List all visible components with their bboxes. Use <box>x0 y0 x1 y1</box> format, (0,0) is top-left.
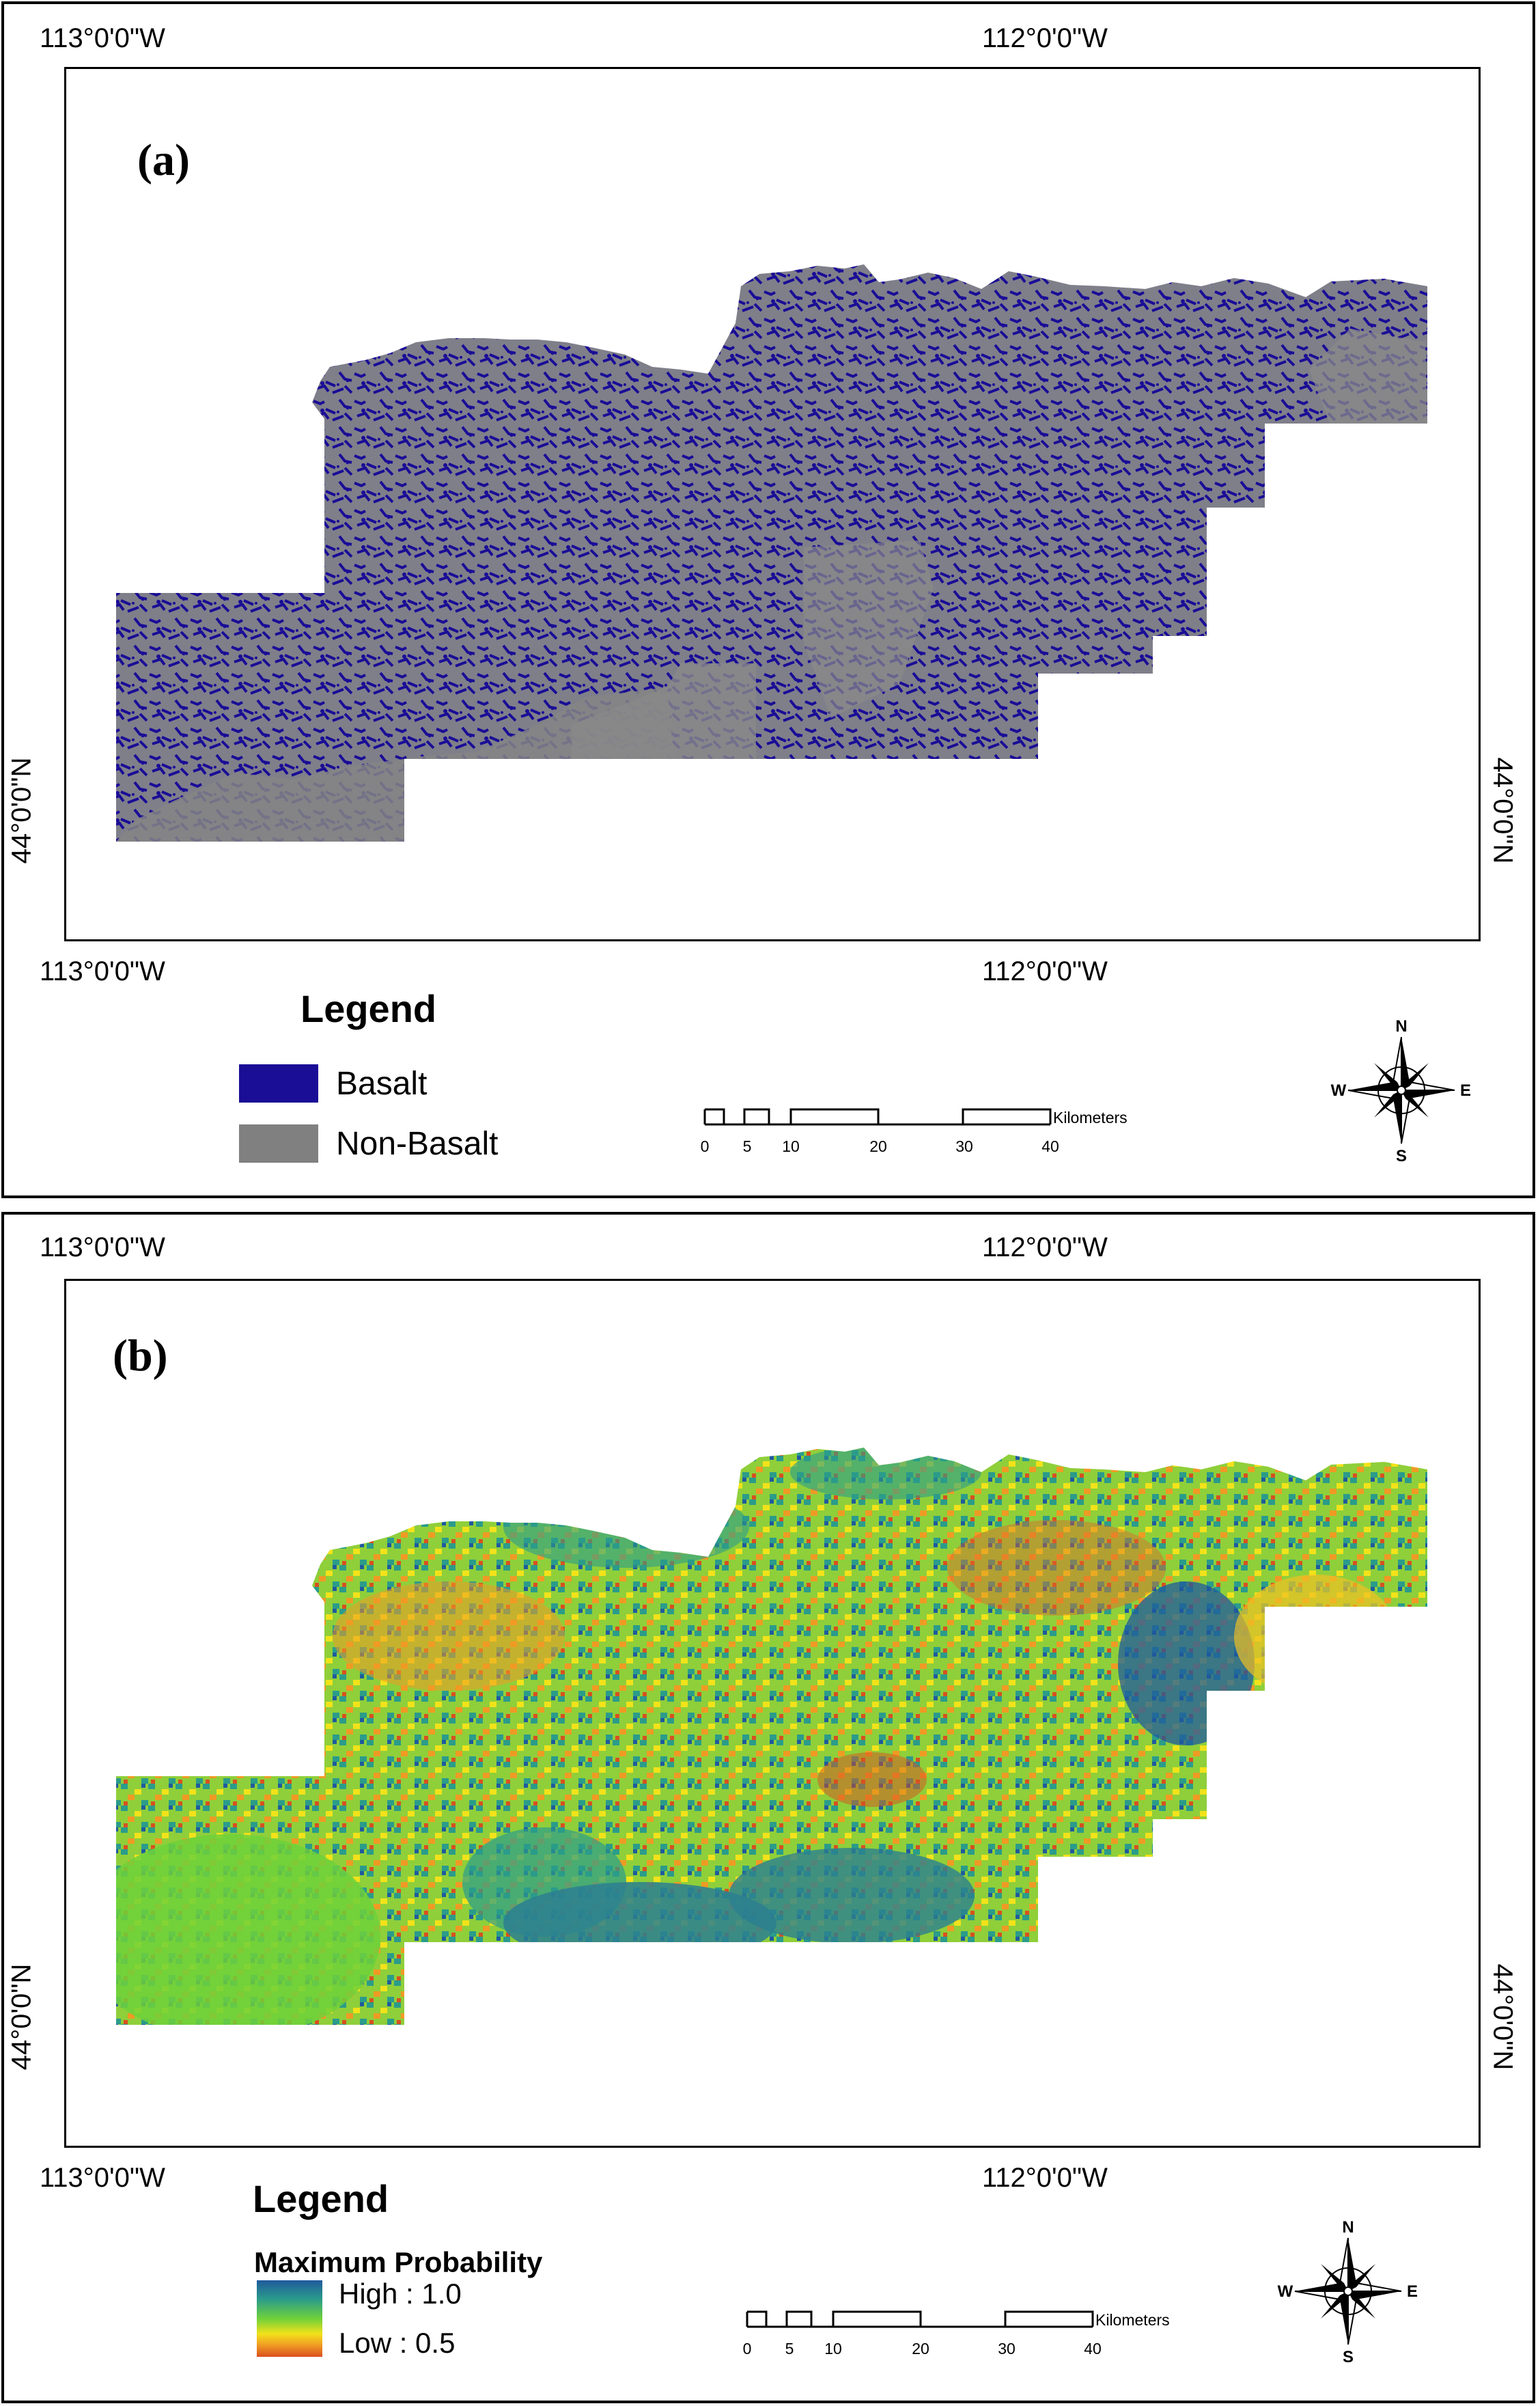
legend-title: Legend <box>300 987 437 1030</box>
scale-tick: 30 <box>955 1137 973 1155</box>
compass-north: N <box>1395 1017 1407 1036</box>
scale-tick: 40 <box>1084 2340 1102 2357</box>
scale-tick: 40 <box>1041 1137 1059 1155</box>
legend-item-basalt: Basalt <box>239 1064 427 1103</box>
scale-tick: 10 <box>782 1137 800 1155</box>
basalt-classification-map <box>116 264 1427 842</box>
longitude-label-bottom-right: 112°0'0"W <box>982 956 1108 986</box>
longitude-label-bottom-right: 112°0'0"W <box>982 2163 1108 2193</box>
scale-unit: Kilometers <box>1095 2311 1170 2329</box>
legend-label-non-basalt: Non-Basalt <box>336 1125 499 1162</box>
scale-tick: 20 <box>912 2340 929 2357</box>
legend-subtitle: Maximum Probability <box>254 2246 543 2278</box>
latitude-label-right: 44°0'0"N <box>1487 757 1518 864</box>
latitude-label-right: 44°0'0"N <box>1487 1963 1518 2071</box>
legend-swatch-non-basalt <box>239 1124 318 1163</box>
panel-label-b: (b) <box>113 1331 168 1381</box>
scale-bar-a: 0 5 10 20 30 40 Kilometers <box>701 1108 1128 1155</box>
legend-swatch-basalt <box>239 1064 318 1103</box>
scale-tick: 5 <box>785 2340 794 2357</box>
compass-north: N <box>1342 2218 1354 2237</box>
longitude-label-bottom-left: 113°0'0"W <box>40 956 165 986</box>
legend-color-ramp <box>257 2280 322 2357</box>
scale-bar-b: 0 5 10 20 30 40 Kilometers <box>743 2310 1170 2357</box>
scale-unit: Kilometers <box>1053 1109 1128 1126</box>
legend-high-label: High : 1.0 <box>339 2278 462 2310</box>
compass-west: W <box>1331 1081 1347 1100</box>
legend-item-non-basalt: Non-Basalt <box>239 1124 498 1163</box>
scale-tick: 5 <box>743 1137 752 1155</box>
scale-tick: 20 <box>869 1137 887 1155</box>
compass-east: E <box>1407 2282 1418 2301</box>
scale-tick: 0 <box>701 1137 710 1155</box>
legend-title: Legend <box>253 2177 389 2220</box>
panel-label-a: (a) <box>137 135 190 185</box>
legend-label-basalt: Basalt <box>336 1065 428 1102</box>
non-basalt-zone <box>116 687 674 842</box>
map-frame-a: (a) <box>64 67 1481 941</box>
non-basalt-zone <box>804 540 934 718</box>
longitude-label-bottom-left: 113°0'0"W <box>40 2163 165 2193</box>
non-basalt-zone <box>1309 329 1427 424</box>
map-frame-b: (b) <box>64 1279 1481 2148</box>
non-basalt-zone <box>572 663 756 759</box>
latitude-label-left: 44°0'0"N <box>6 1963 37 2071</box>
scale-tick: 0 <box>743 2340 752 2357</box>
compass-south: S <box>1396 1147 1407 1164</box>
legend-low-label: Low : 0.5 <box>339 2327 456 2359</box>
scale-tick: 30 <box>998 2340 1016 2357</box>
longitude-label-top-right: 112°0'0"W <box>982 23 1108 53</box>
north-arrow-icon: N S E W <box>1278 2218 1418 2365</box>
longitude-label-top-right: 112°0'0"W <box>982 1232 1108 1262</box>
compass-west: W <box>1278 2282 1293 2301</box>
map-panel-a: 113°0'0"W 112°0'0"W 44°0'0"N 44°0'0"N (a… <box>1 1 1535 1198</box>
longitude-label-top-left: 113°0'0"W <box>40 1232 165 1262</box>
latitude-label-left: 44°0'0"N <box>6 757 37 864</box>
probability-map <box>116 1448 1427 2025</box>
scale-tick: 10 <box>824 2340 842 2357</box>
study-area-basalt <box>116 264 1427 842</box>
map-panel-b: 113°0'0"W 112°0'0"W 44°0'0"N 44°0'0"N (b… <box>1 1212 1535 2403</box>
longitude-label-top-left: 113°0'0"W <box>40 23 165 53</box>
compass-east: E <box>1460 1081 1471 1100</box>
north-arrow-icon: N S E W <box>1331 1017 1471 1164</box>
compass-south: S <box>1343 2348 1354 2365</box>
